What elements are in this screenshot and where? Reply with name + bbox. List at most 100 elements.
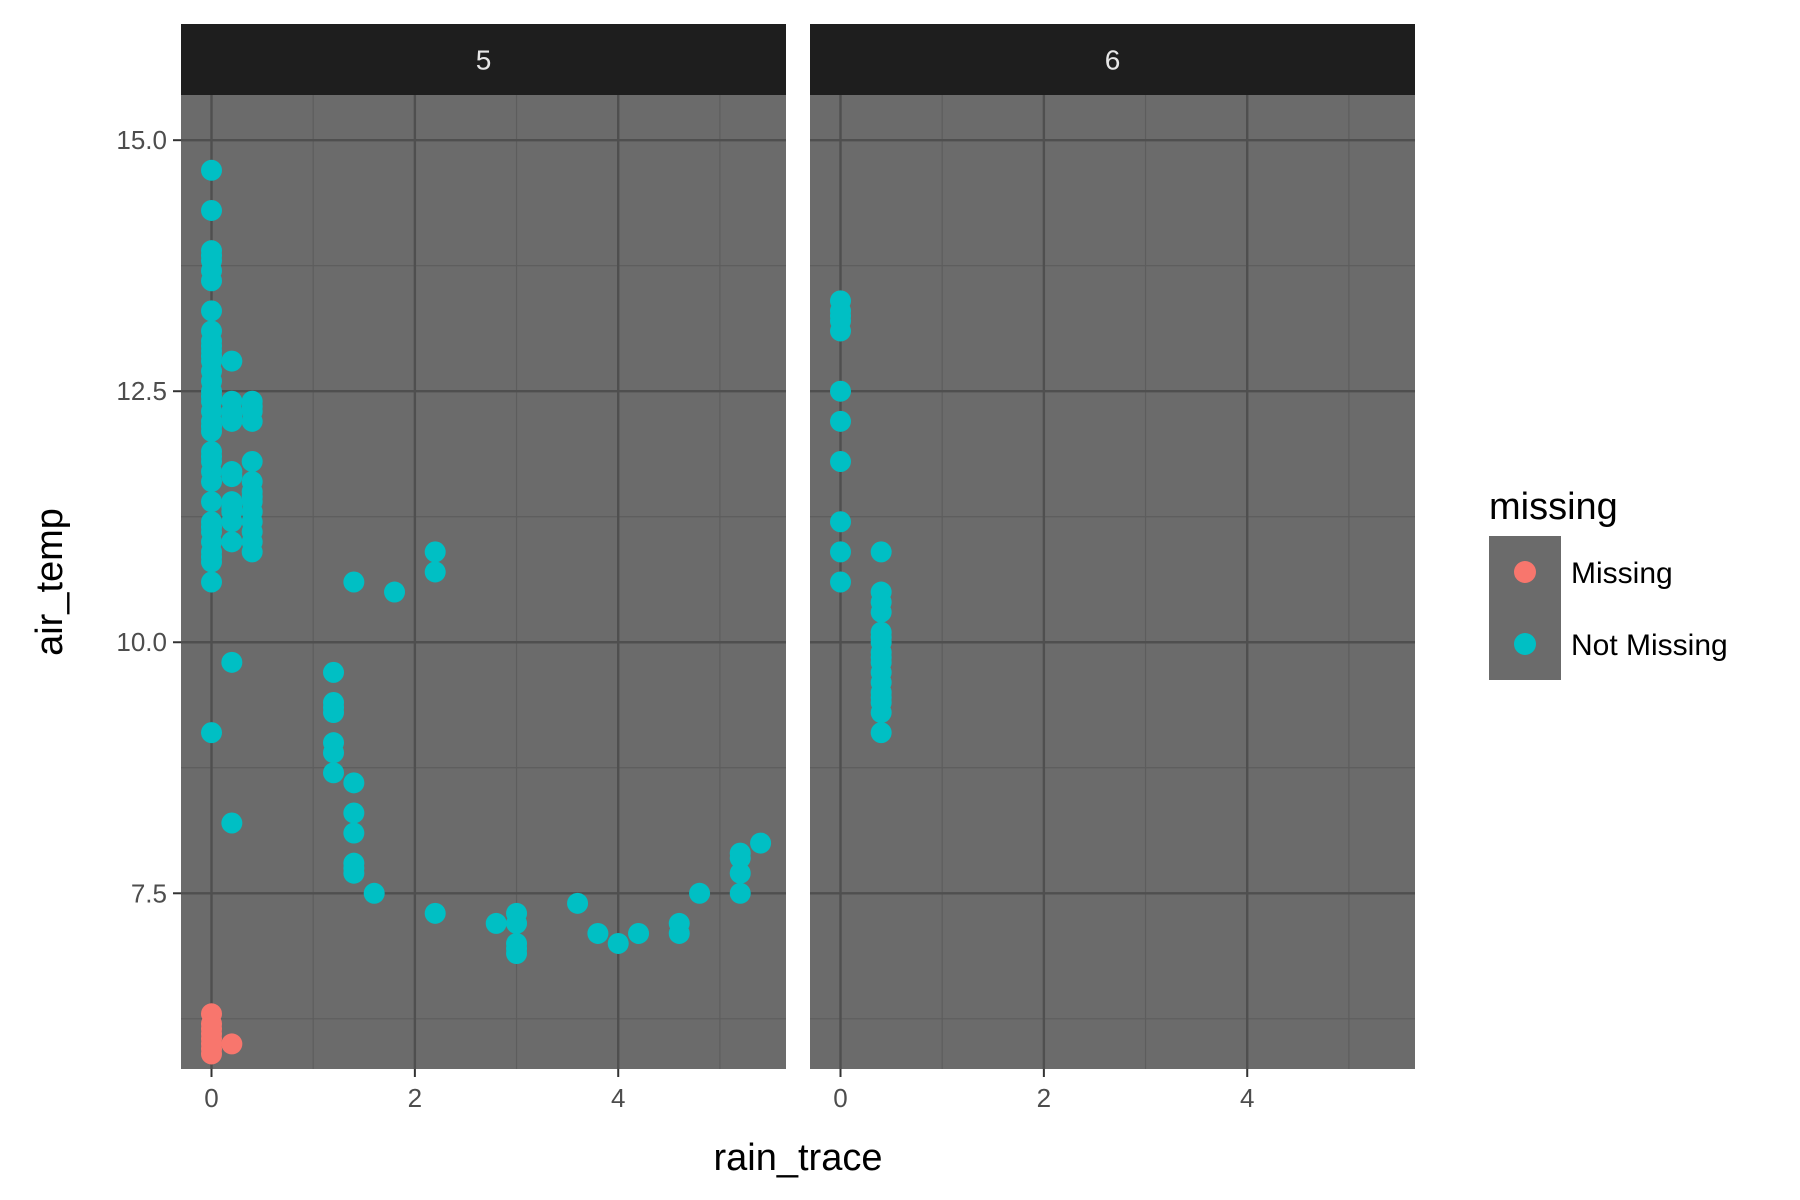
data-point [870,722,892,744]
x-tick-label: 4 [1240,1083,1254,1113]
data-point [201,722,223,744]
data-point [567,892,589,914]
legend: missing Missing Not Missing [1489,486,1728,680]
data-point [221,496,243,518]
panel-background [810,95,1415,1069]
data-point [870,626,892,648]
data-point [830,571,852,593]
data-point [628,922,650,944]
data-point [343,802,365,824]
data-point [729,882,751,904]
data-point [221,350,243,372]
data-point [323,762,345,784]
data-point [323,742,345,764]
x-tick-label: 4 [611,1083,625,1113]
data-point [343,822,365,844]
legend-label: Missing [1571,557,1673,590]
data-point [221,812,243,834]
facet-panel-6: 6 [810,24,1415,1069]
data-point [201,1043,223,1065]
y-tick-label: 15.0 [116,125,167,155]
y-tick-label: 10.0 [116,627,167,657]
series-missing [201,1003,243,1065]
data-point [424,561,446,583]
data-point [201,385,223,407]
facet-strip-label: 5 [476,45,492,76]
y-tick-label: 7.5 [131,878,167,908]
x-tick-label: 2 [408,1083,422,1113]
data-point [343,571,365,593]
facet-strip [810,24,1415,95]
data-point [221,651,243,673]
data-point [241,395,263,417]
data-point [830,380,852,402]
data-point [830,305,852,327]
data-point [830,511,852,533]
data-point [729,847,751,869]
data-point [201,345,223,367]
data-point [201,546,223,568]
facet-panel-5: 5 [181,24,786,1069]
legend-label: Not Missing [1571,629,1728,662]
data-point [870,646,892,668]
data-point [201,270,223,292]
facet-strip [181,24,786,95]
data-point [201,471,223,493]
x-axis: 0 2 4 0 2 4 [204,1069,1254,1113]
x-tick-label: 2 [1037,1083,1051,1113]
data-point [221,511,243,533]
y-axis: 7.5 10.0 12.5 15.0 [116,125,181,908]
data-point [343,857,365,879]
data-point [424,902,446,924]
data-point [201,199,223,221]
data-point [830,410,852,432]
data-point [384,581,406,603]
data-point [241,541,263,563]
data-point [607,932,629,954]
data-point [201,491,223,513]
data-point [201,516,223,538]
data-point [221,405,243,427]
x-tick-label: 0 [833,1083,847,1113]
legend-title: missing [1489,486,1618,528]
data-point [201,300,223,322]
data-point [363,882,385,904]
y-tick-label: 12.5 [116,376,167,406]
data-point [587,922,609,944]
data-point [201,571,223,593]
data-point [221,466,243,488]
facet-strip-label: 6 [1105,45,1121,76]
data-point [506,912,528,934]
data-point [870,541,892,563]
data-point [830,541,852,563]
data-point [689,882,711,904]
series-not-missing [201,159,772,965]
data-point [343,772,365,794]
data-point [241,410,263,432]
x-tick-label: 0 [204,1083,218,1113]
data-point [506,938,528,960]
data-point [241,451,263,473]
legend-key-missing [1514,561,1536,583]
data-point [221,531,243,553]
series-not-missing [830,290,892,744]
data-point [870,702,892,724]
data-point [201,245,223,267]
legend-key-background [1489,536,1561,680]
legend-key-not-missing [1514,633,1536,655]
data-point [668,922,690,944]
data-point [870,591,892,613]
data-point [830,451,852,473]
data-point [424,541,446,563]
data-point [485,912,507,934]
data-point [221,1033,243,1055]
data-point [870,686,892,708]
data-point [729,862,751,884]
legend-items: Missing Not Missing [1514,557,1728,662]
data-point [201,415,223,437]
panel-background [181,95,786,1069]
data-point [830,320,852,342]
data-point [323,661,345,683]
